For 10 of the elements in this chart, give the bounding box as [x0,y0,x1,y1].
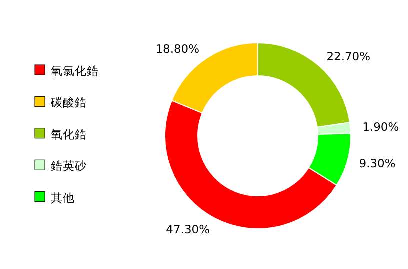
data-label: 22.70% [326,50,371,64]
legend-label: 其他 [51,190,75,205]
data-label: 47.30% [166,222,210,236]
data-label: 9.30% [359,156,396,171]
legend-label: 碳酸鋯 [50,96,87,110]
data-label: 18.80% [156,42,200,56]
legend-label: 氧氯化鋯 [51,64,99,78]
legend-label: 氧化鋯 [51,127,87,142]
data-label: 1.90% [362,120,400,134]
legend-label: 鋯英砂 [51,159,87,174]
